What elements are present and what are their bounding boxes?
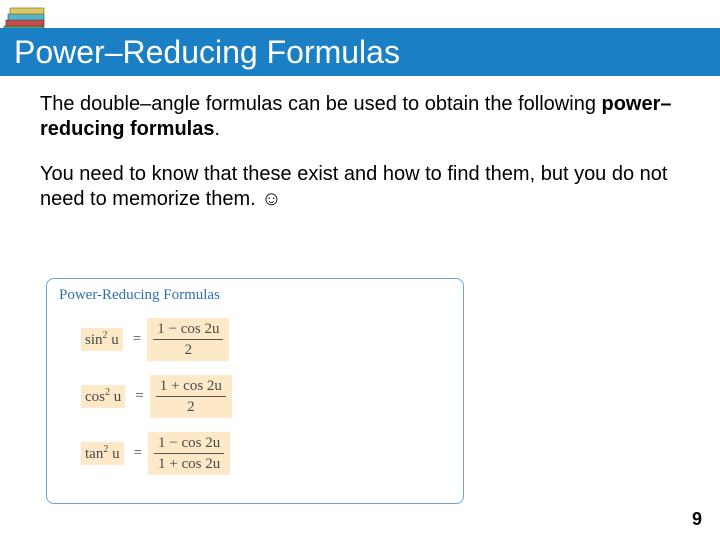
equals: =	[135, 388, 143, 405]
lhs-cos2: cos2 u	[81, 385, 125, 408]
page-title: Power–Reducing Formulas	[14, 34, 400, 71]
formula-box: Power-Reducing Formulas sin2 u = 1 − cos…	[46, 278, 464, 504]
formula-tan2: tan2 u = 1 − cos 2u 1 + cos 2u	[81, 432, 451, 475]
header-bar: Power–Reducing Formulas	[0, 28, 720, 76]
formula-sin2: sin2 u = 1 − cos 2u 2	[81, 318, 451, 361]
paragraph-2: You need to know that these exist and ho…	[40, 162, 680, 212]
rhs-cos2: 1 + cos 2u 2	[150, 375, 232, 418]
content-area: The double–angle formulas can be used to…	[40, 92, 680, 232]
equals: =	[134, 445, 142, 462]
page-number: 9	[692, 509, 702, 530]
rhs-sin2: 1 − cos 2u 2	[147, 318, 229, 361]
formula-box-title: Power-Reducing Formulas	[59, 287, 451, 304]
paragraph-1: The double–angle formulas can be used to…	[40, 92, 680, 142]
p1-post: .	[214, 118, 220, 140]
lhs-sin2: sin2 u	[81, 328, 123, 351]
lhs-tan2: tan2 u	[81, 442, 124, 465]
p1-pre: The double–angle formulas can be used to…	[40, 93, 602, 115]
formula-cos2: cos2 u = 1 + cos 2u 2	[81, 375, 451, 418]
rhs-tan2: 1 − cos 2u 1 + cos 2u	[148, 432, 230, 475]
equals: =	[133, 331, 141, 348]
